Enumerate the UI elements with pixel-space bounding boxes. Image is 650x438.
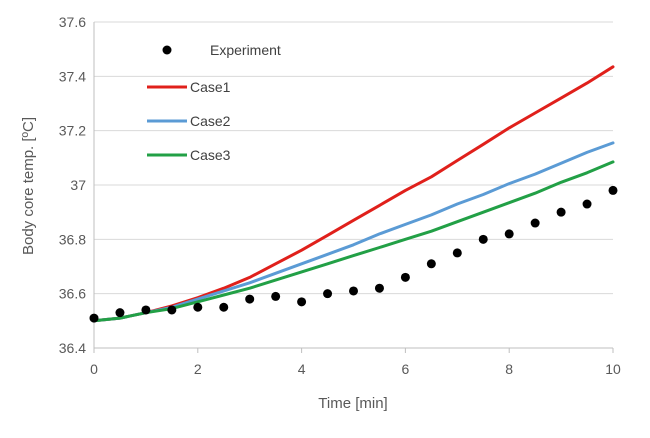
- experiment-point: [608, 185, 618, 195]
- legend-label-case2: Case2: [190, 113, 231, 129]
- series-lines: [92, 65, 615, 323]
- experiment-point: [89, 313, 99, 323]
- experiment-point: [530, 218, 540, 228]
- x-tick-label: 4: [298, 361, 306, 377]
- legend-label-case1: Case1: [190, 79, 231, 95]
- experiment-point: [115, 308, 125, 318]
- experiment-points: [89, 185, 618, 323]
- experiment-point: [193, 302, 203, 312]
- x-axis-title: Time [min]: [318, 395, 387, 412]
- experiment-point: [297, 297, 307, 307]
- series-line-case2: [92, 141, 615, 323]
- legend-marker-experiment: [162, 45, 172, 55]
- experiment-point: [167, 305, 177, 315]
- x-tick-labels: 0 2 4 6 8 10: [90, 361, 621, 377]
- axes: [93, 22, 614, 353]
- x-tick-label: 2: [194, 361, 202, 377]
- y-tick-labels: 36.4 36.6 36.8 37 37.2 37.4 37.6: [59, 14, 86, 356]
- legend-label-case3: Case3: [190, 147, 231, 163]
- experiment-point: [556, 207, 566, 217]
- y-tick-label: 36.6: [59, 286, 86, 302]
- experiment-point: [349, 286, 358, 296]
- legend: Experiment Case1 Case2 Case3: [147, 42, 281, 163]
- legend-label-experiment: Experiment: [210, 42, 281, 58]
- experiment-point: [271, 291, 281, 301]
- experiment-point: [400, 272, 410, 282]
- x-tick-label: 10: [605, 361, 621, 377]
- experiment-point: [504, 229, 514, 239]
- experiment-point: [452, 248, 462, 258]
- y-tick-label: 36.8: [59, 231, 86, 247]
- y-tick-label: 37.6: [59, 14, 86, 30]
- experiment-point: [219, 302, 229, 312]
- x-tick-label: 8: [505, 361, 513, 377]
- experiment-point: [478, 234, 488, 244]
- experiment-point: [582, 199, 592, 209]
- experiment-point: [323, 289, 333, 299]
- y-tick-label: 36.4: [59, 340, 86, 356]
- experiment-point: [426, 259, 436, 269]
- experiment-point: [141, 305, 151, 315]
- y-tick-label: 37.2: [59, 123, 86, 139]
- x-tick-label: 6: [402, 361, 410, 377]
- y-axis-title: Body core temp. [ºC]: [20, 117, 37, 255]
- x-tick-label: 0: [90, 361, 98, 377]
- y-tick-label: 37: [70, 177, 86, 193]
- experiment-point: [245, 294, 255, 304]
- experiment-point: [374, 283, 384, 293]
- grid-lines: [94, 21, 613, 295]
- series-line-case3: [92, 160, 615, 323]
- y-tick-label: 37.4: [59, 68, 86, 84]
